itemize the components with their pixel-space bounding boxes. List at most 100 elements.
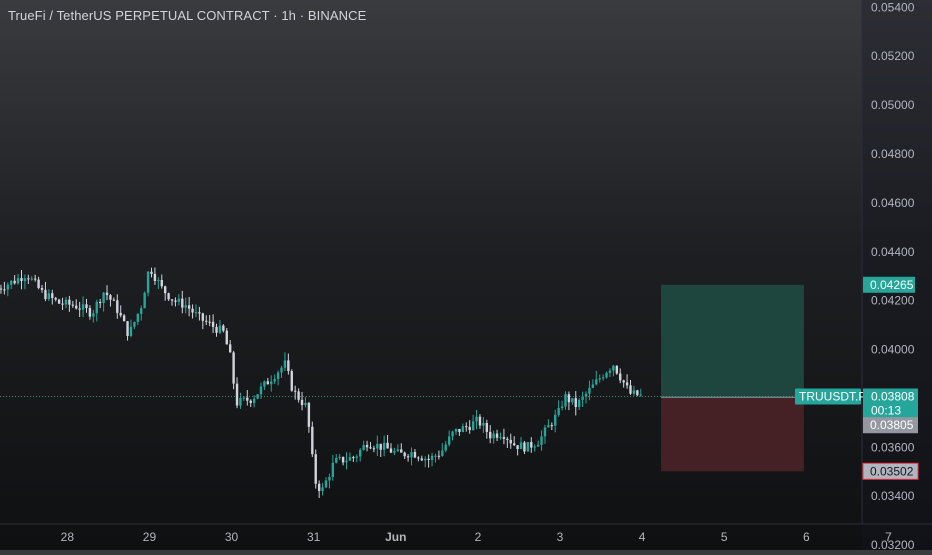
candle-body xyxy=(294,390,297,392)
x-tick-label: 29 xyxy=(143,530,157,544)
candle-body xyxy=(51,293,54,299)
candle-body xyxy=(485,422,488,432)
candle-body xyxy=(560,406,564,408)
candle-body xyxy=(246,397,249,401)
candle-body xyxy=(263,381,266,387)
y-tick-label: 0.03400 xyxy=(871,489,915,503)
candle-body xyxy=(352,457,355,459)
candle-body xyxy=(140,308,143,314)
candle-body xyxy=(157,279,160,282)
candle-body xyxy=(252,398,256,403)
candle-body xyxy=(427,458,430,460)
candle-body xyxy=(174,300,177,302)
x-tick-label: 31 xyxy=(307,530,321,544)
candle-body xyxy=(314,454,317,484)
x-tick-label: 3 xyxy=(557,530,564,544)
candle-body xyxy=(530,442,533,448)
y-tick-label: 0.04800 xyxy=(871,147,915,161)
candle-body xyxy=(85,304,88,309)
candle-body xyxy=(37,279,40,288)
candle-body xyxy=(119,312,122,316)
candle-body xyxy=(280,367,283,373)
candle-body xyxy=(595,379,598,385)
candle-body xyxy=(341,456,345,463)
candle-body xyxy=(98,302,102,304)
candle-body xyxy=(348,457,352,461)
x-tick-label: 2 xyxy=(475,530,482,544)
candle-body xyxy=(608,370,612,373)
candle-body xyxy=(581,396,584,400)
candle-body xyxy=(64,299,68,305)
candle-body xyxy=(276,372,280,380)
candle-body xyxy=(33,278,37,280)
candle-body xyxy=(379,443,382,450)
candle-body xyxy=(406,456,410,458)
candle-body xyxy=(451,431,454,437)
y-tick-label: 0.05400 xyxy=(871,0,915,14)
candle-body xyxy=(228,344,232,353)
candle-body xyxy=(338,456,341,458)
price-axis[interactable] xyxy=(862,0,932,550)
candle-body xyxy=(304,402,307,406)
candle-body xyxy=(47,293,51,300)
candle-body xyxy=(502,437,506,439)
candle-body xyxy=(636,390,639,396)
candle-body xyxy=(550,425,554,427)
stop-price-badge xyxy=(862,462,919,480)
entry-price-badge xyxy=(863,417,918,434)
candle-body xyxy=(400,449,403,453)
x-tick-label: Jun xyxy=(385,530,406,544)
candle-body xyxy=(30,278,33,280)
y-tick-label: 0.04600 xyxy=(871,196,915,210)
candle-body xyxy=(543,427,547,437)
candle-body xyxy=(167,293,170,300)
candle-body xyxy=(629,385,632,394)
candle-body xyxy=(54,298,57,300)
candle-body xyxy=(567,394,571,403)
candle-body xyxy=(287,360,290,372)
profit-zone xyxy=(661,284,804,398)
last-price-label: 0.03808 xyxy=(871,389,915,403)
candle-body xyxy=(92,313,95,317)
candle-body xyxy=(317,483,321,491)
candle-body xyxy=(109,295,112,300)
candle-body xyxy=(475,416,478,422)
candle-body xyxy=(6,284,9,290)
candle-body xyxy=(471,421,475,431)
candle-body xyxy=(523,442,526,452)
x-tick-label: 4 xyxy=(639,530,646,544)
y-tick-label: 0.05200 xyxy=(871,49,915,63)
candle-body xyxy=(150,271,153,274)
candle-body xyxy=(382,442,386,450)
candle-body xyxy=(519,442,523,450)
candle-body xyxy=(81,304,85,310)
candle-body xyxy=(526,442,530,452)
candle-body xyxy=(256,394,259,399)
candle-body xyxy=(95,302,98,314)
candle-body xyxy=(27,278,30,280)
candle-body xyxy=(61,303,64,305)
candle-body xyxy=(458,428,461,433)
candle-body xyxy=(129,326,133,336)
position-zones xyxy=(661,284,804,472)
candle-body xyxy=(10,280,13,285)
candle-body xyxy=(222,325,225,331)
symbol-tag-label: TRUUSDT.P xyxy=(799,389,866,403)
x-axis-ticks[interactable]: 28 29 30 31 Jun 2 3 4 5 6 7 xyxy=(61,530,892,544)
candle-body xyxy=(454,428,458,432)
candle-body xyxy=(160,279,163,287)
candle-body xyxy=(71,304,75,306)
symbol-tag xyxy=(795,388,861,405)
candle-body xyxy=(393,450,396,453)
candle-body xyxy=(362,444,365,450)
candle-body xyxy=(198,312,201,314)
y-tick-label: 0.03600 xyxy=(871,440,915,454)
candle-body xyxy=(201,313,205,321)
candle-body xyxy=(492,433,495,439)
candle-body xyxy=(482,422,485,426)
candle-body xyxy=(619,373,622,381)
candle-body xyxy=(403,452,406,457)
x-tick-label: 28 xyxy=(61,530,75,544)
